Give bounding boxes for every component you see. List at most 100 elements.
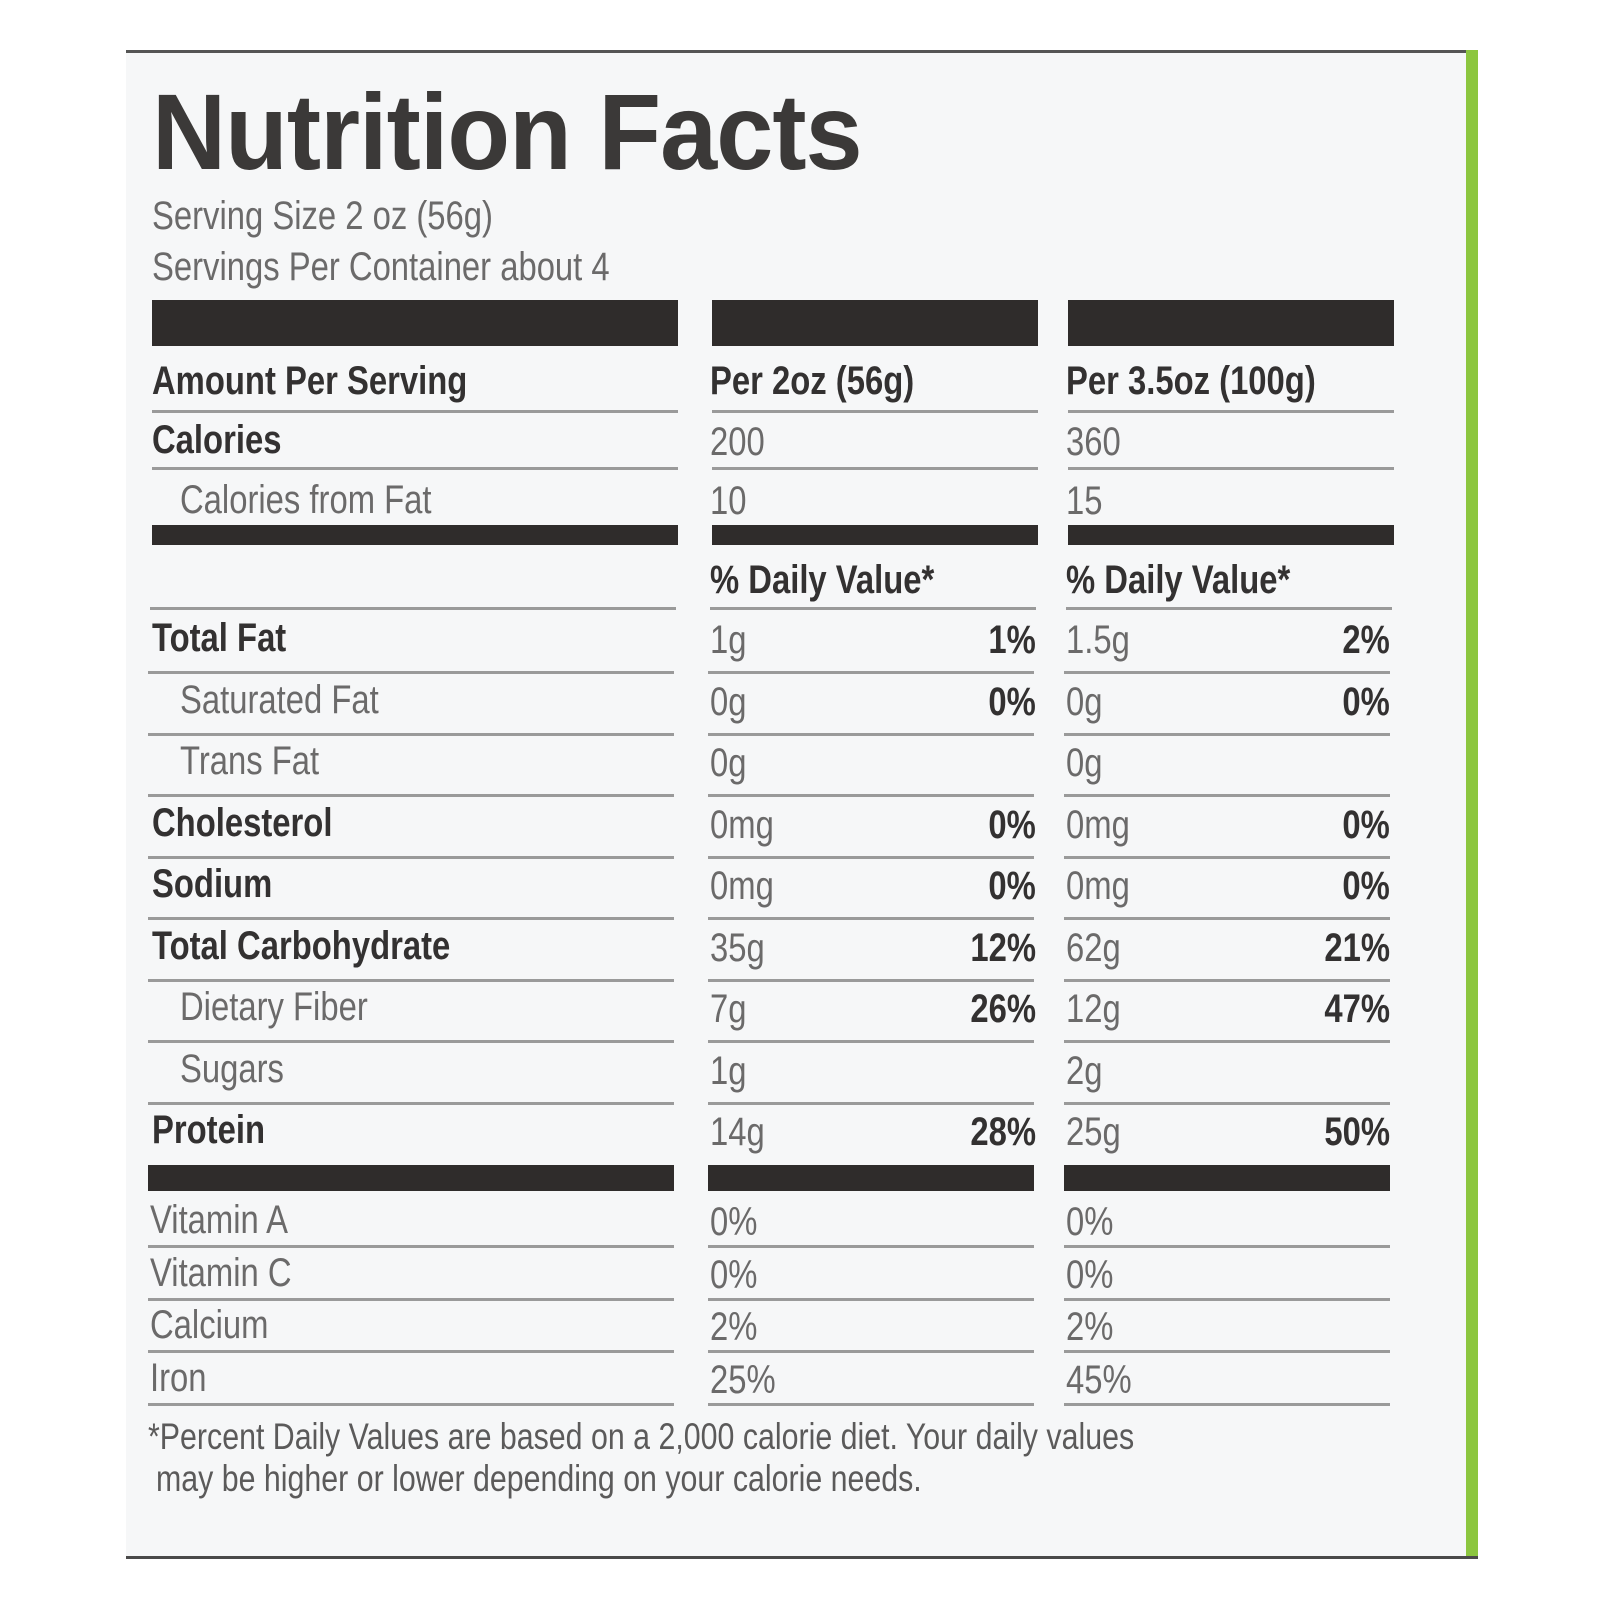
footnote-line-2: may be higher or lower depending on your… bbox=[156, 1458, 922, 1499]
row-divider bbox=[148, 671, 674, 674]
row-divider bbox=[708, 1402, 1034, 1406]
row-divider bbox=[1068, 467, 1394, 470]
nutrient-amount-col1: 1g bbox=[710, 1048, 747, 1093]
nutrient-label: Sodium bbox=[152, 862, 273, 906]
vitamin-label: Vitamin A bbox=[150, 1198, 288, 1242]
row-divider bbox=[148, 855, 674, 859]
row-divider bbox=[1064, 917, 1390, 920]
nutrient-amount-col2: 1.5g bbox=[1066, 618, 1130, 662]
vitamin-label: Calcium bbox=[150, 1303, 269, 1347]
row-divider bbox=[708, 1101, 1034, 1105]
row-divider bbox=[148, 1297, 674, 1301]
nutrient-amount-col1: 0g bbox=[710, 679, 747, 724]
row-divider bbox=[712, 467, 1038, 470]
nutrient-label: Dietary Fiber bbox=[180, 985, 368, 1029]
row-divider bbox=[148, 917, 674, 920]
nutrient-dv-col2: 47% bbox=[1324, 987, 1390, 1031]
row-divider bbox=[708, 1245, 1034, 1248]
nutrient-dv-col1: 26% bbox=[970, 987, 1036, 1031]
dv-header-col1: % Daily Value* bbox=[710, 558, 935, 602]
row-divider bbox=[708, 978, 1034, 982]
header-bar-col2 bbox=[1068, 300, 1394, 346]
vitamin-label: Iron bbox=[150, 1355, 207, 1400]
vitamins-bar-col1 bbox=[708, 1165, 1034, 1191]
vitamin-dv-col1: 2% bbox=[710, 1305, 758, 1349]
nutrient-amount-col2: 12g bbox=[1066, 987, 1121, 1031]
row-divider bbox=[1066, 607, 1392, 610]
row-divider bbox=[148, 1101, 674, 1105]
nutrient-amount-col2: 25g bbox=[1066, 1110, 1121, 1154]
vitamin-dv-col1: 0% bbox=[710, 1252, 758, 1297]
row-divider bbox=[708, 794, 1034, 797]
nutrient-label: Trans Fat bbox=[180, 739, 320, 783]
calories-from-fat-label: Calories from Fat bbox=[180, 478, 432, 522]
nutrient-amount-col1: 0mg bbox=[710, 864, 774, 908]
nutrient-amount-col1: 0g bbox=[710, 741, 747, 785]
nutrient-dv-col2: 21% bbox=[1324, 925, 1390, 970]
nutrient-dv-col2: 2% bbox=[1342, 618, 1390, 662]
row-divider bbox=[708, 1040, 1034, 1043]
row-divider bbox=[712, 410, 1038, 413]
row-divider bbox=[152, 467, 678, 470]
vitamin-dv-col1: 25% bbox=[710, 1357, 776, 1402]
row-divider bbox=[1064, 1245, 1390, 1248]
nutrient-label: Cholesterol bbox=[152, 800, 333, 845]
package-green-edge bbox=[1466, 50, 1478, 1556]
calories-bar-label bbox=[152, 525, 678, 545]
row-divider bbox=[1064, 1297, 1390, 1301]
row-divider bbox=[1064, 855, 1390, 859]
nutrient-amount-col1: 14g bbox=[710, 1110, 765, 1154]
row-divider bbox=[708, 917, 1034, 920]
vitamin-dv-col2: 0% bbox=[1066, 1252, 1114, 1297]
col2-serving-header: Per 3.5oz (100g) bbox=[1066, 359, 1316, 403]
footnote-line-1: *Percent Daily Values are based on a 2,0… bbox=[148, 1416, 1135, 1457]
row-divider bbox=[708, 671, 1034, 674]
calories-label: Calories bbox=[152, 418, 282, 462]
nutrient-dv-col2: 50% bbox=[1324, 1110, 1390, 1154]
vitamin-dv-col2: 45% bbox=[1066, 1357, 1132, 1402]
row-divider bbox=[708, 855, 1034, 859]
vitamin-dv-col2: 2% bbox=[1066, 1305, 1114, 1349]
row-divider bbox=[1064, 732, 1390, 736]
row-divider bbox=[148, 732, 674, 736]
nutrient-label: Total Carbohydrate bbox=[152, 923, 451, 968]
nutrient-amount-col2: 0g bbox=[1066, 741, 1103, 785]
nutrient-dv-col2: 0% bbox=[1342, 802, 1390, 847]
vitamin-dv-col2: 0% bbox=[1066, 1200, 1114, 1244]
row-divider bbox=[1064, 1040, 1390, 1043]
dv-header-col2: % Daily Value* bbox=[1066, 558, 1291, 602]
col1-serving-header: Per 2oz (56g) bbox=[710, 359, 915, 403]
row-divider bbox=[150, 607, 676, 610]
nutrition-facts-title: Nutrition Facts bbox=[152, 71, 863, 192]
nutrient-dv-col1: 0% bbox=[988, 802, 1036, 847]
calories-bar-col1 bbox=[712, 525, 1038, 545]
nutrient-label: Total Fat bbox=[152, 616, 287, 660]
nutrient-amount-col2: 0mg bbox=[1066, 864, 1130, 908]
calories-col2: 360 bbox=[1066, 420, 1121, 464]
row-divider bbox=[148, 1245, 674, 1248]
nutrient-dv-col1: 0% bbox=[988, 864, 1036, 908]
vitamins-bar-label bbox=[148, 1165, 674, 1191]
row-divider bbox=[1064, 1350, 1390, 1353]
row-divider bbox=[1064, 671, 1390, 674]
nutrient-label: Saturated Fat bbox=[180, 677, 379, 722]
nutrient-dv-col1: 0% bbox=[988, 679, 1036, 724]
calories-col1: 200 bbox=[710, 420, 765, 464]
header-bar-label bbox=[152, 300, 678, 346]
vitamins-bar-col2 bbox=[1064, 1165, 1390, 1191]
calories-from-fat-col1: 10 bbox=[710, 479, 747, 523]
vitamin-label: Vitamin C bbox=[150, 1250, 292, 1295]
row-divider bbox=[1064, 1402, 1390, 1406]
nutrient-label: Sugars bbox=[180, 1046, 284, 1091]
vitamin-dv-col1: 0% bbox=[710, 1200, 758, 1244]
nutrient-amount-col2: 0mg bbox=[1066, 802, 1130, 847]
nutrient-amount-col1: 1g bbox=[710, 618, 747, 662]
nutrient-dv-col2: 0% bbox=[1342, 679, 1390, 724]
nutrient-dv-col1: 12% bbox=[970, 925, 1036, 970]
row-divider bbox=[1064, 978, 1390, 982]
row-divider bbox=[1064, 1101, 1390, 1105]
row-divider bbox=[148, 978, 674, 982]
row-divider bbox=[148, 794, 674, 797]
nutrient-amount-col2: 0g bbox=[1066, 679, 1103, 724]
nutrient-amount-col1: 7g bbox=[710, 987, 747, 1031]
